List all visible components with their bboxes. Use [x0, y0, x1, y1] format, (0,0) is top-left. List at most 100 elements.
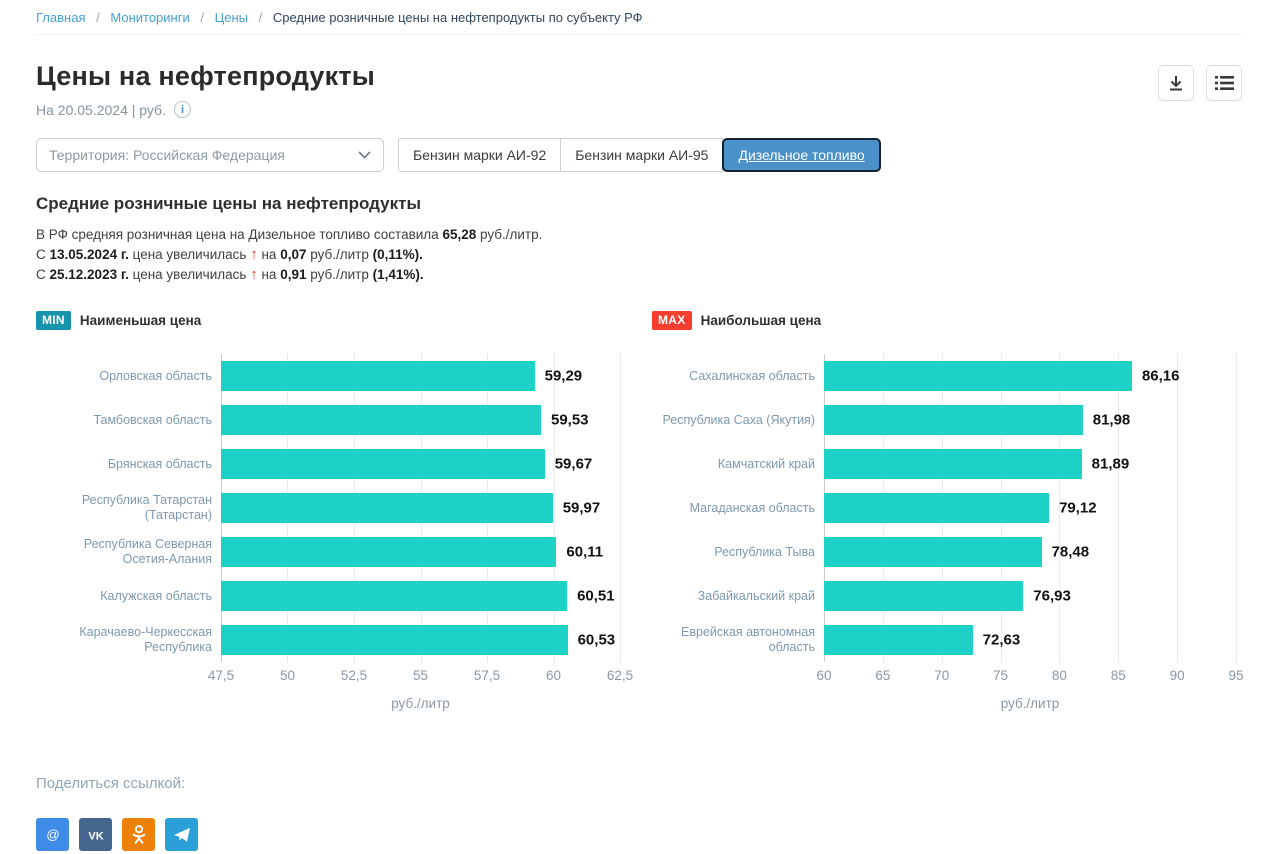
bar-row: Еврейская автономная область 72,63: [652, 618, 1242, 662]
gridline: [1236, 354, 1237, 662]
share-mailru-button[interactable]: @: [36, 818, 69, 851]
category-label: Еврейская автономная область: [681, 625, 815, 654]
bar[interactable]: [824, 581, 1024, 611]
axis-tick-label: 85: [1110, 668, 1126, 683]
axis-tick-label: 50: [279, 668, 295, 683]
bar[interactable]: [824, 625, 973, 655]
category-label: Республика Тыва: [714, 544, 815, 559]
min-chart-xlabel: руб./литр: [391, 696, 450, 711]
bar-value-label: 60,53: [577, 631, 616, 649]
telegram-icon: [173, 827, 190, 842]
max-badge: MAX: [652, 311, 692, 330]
category-label: Калужская область: [100, 588, 212, 603]
svg-text:@: @: [46, 827, 60, 842]
download-button[interactable]: [1158, 65, 1194, 101]
bar-value-label: 59,29: [544, 367, 583, 385]
tab-ai95[interactable]: Бензин марки АИ-95: [560, 138, 724, 172]
bar-area: 81,89: [824, 442, 1236, 486]
breadcrumb-link-prices[interactable]: Цены: [214, 10, 248, 25]
bar-value-label: 81,89: [1091, 455, 1130, 473]
share-telegram-button[interactable]: [165, 818, 198, 851]
bar-row: Калужская область 60,51: [36, 574, 626, 618]
bar[interactable]: [221, 493, 553, 523]
bar[interactable]: [221, 449, 545, 479]
bar-row: Сахалинская область 86,16: [652, 354, 1242, 398]
bar-area: 72,63: [824, 618, 1236, 662]
bar-value-label: 76,93: [1033, 587, 1071, 605]
min-chart-axis: 47,5 50 52,5 55 57,5 60 62,5: [208, 666, 633, 688]
axis-tick-label: 75: [993, 668, 1009, 683]
bar[interactable]: [824, 361, 1132, 391]
min-chart-title: Наименьшая цена: [79, 313, 202, 328]
bar[interactable]: [221, 581, 568, 611]
bar[interactable]: [824, 405, 1083, 435]
tab-ai92[interactable]: Бензин марки АИ-92: [398, 138, 562, 172]
info-icon[interactable]: i: [173, 101, 191, 118]
axis-tick-label: 95: [1228, 668, 1244, 683]
axis-tick-label: 90: [1169, 668, 1185, 683]
bar-area: 59,67: [221, 442, 620, 486]
up-arrow-icon: ↑: [250, 246, 258, 263]
breadcrumb-separator: /: [258, 10, 263, 25]
bar[interactable]: [221, 537, 557, 567]
bar-value-label: 59,53: [550, 411, 589, 429]
breadcrumb-link-monitorings[interactable]: Мониторинги: [110, 10, 190, 25]
bar[interactable]: [221, 361, 535, 391]
axis-tick-label: 62,5: [606, 668, 634, 683]
min-price-chart: MIN Наименьшая цена Орловская область 59,…: [36, 311, 633, 711]
bar-value-label: 72,63: [982, 631, 1021, 649]
share-odnoklassniki-button[interactable]: [122, 818, 155, 851]
bar[interactable]: [221, 625, 568, 655]
gridline: [553, 354, 555, 662]
axis-tick-label: 47,5: [207, 668, 235, 683]
axis-tick-label: 70: [934, 668, 950, 683]
territory-select[interactable]: Территория: Российская Федерация: [36, 138, 384, 172]
max-chart-plot: Сахалинская область 86,16 Республика Саха …: [652, 354, 1242, 662]
fuel-tabs: Бензин марки АИ-92 Бензин марки АИ-95 Ди…: [398, 138, 881, 172]
max-chart-axis: 60 65 70 75 80 85 90 95: [816, 666, 1243, 688]
max-chart-header: MAX Наибольшая цена: [652, 311, 1242, 330]
category-label: Брянская область: [107, 456, 212, 471]
min-chart-plot: Орловская область 59,29 Тамбовская область…: [36, 354, 626, 662]
axis-tick-label: 60: [545, 668, 562, 683]
bar-area: 79,12: [824, 486, 1236, 530]
max-chart-title: Наибольшая цена: [700, 313, 822, 328]
up-arrow-icon: ↑: [250, 266, 258, 283]
category-label: Карачаево-Черкесская Республика: [79, 625, 212, 654]
tab-diesel[interactable]: Дизельное топливо: [722, 138, 881, 172]
share-icons: @ VK: [36, 818, 1242, 851]
svg-text:VK: VK: [88, 830, 103, 842]
breadcrumb-link-home[interactable]: Главная: [36, 10, 86, 25]
breadcrumb-separator: /: [96, 10, 100, 25]
gridline: [1177, 354, 1179, 662]
bar[interactable]: [221, 405, 541, 435]
mailru-at-icon: @: [46, 827, 60, 842]
summary-text: В РФ средняя розничная цена на Дизельное…: [36, 225, 1242, 285]
bar-area: 76,93: [824, 574, 1236, 618]
bar-value-label: 78,48: [1051, 543, 1090, 561]
category-label: Забайкальский край: [697, 588, 815, 603]
max-price-chart: MAX Наибольшая цена Сахалинская область 8…: [652, 311, 1244, 711]
date-line: На 20.05.2024 | руб. i: [36, 101, 375, 118]
breadcrumb-current: Средние розничные цены на нефтепродукты …: [272, 10, 643, 25]
vk-icon: VK: [88, 830, 103, 842]
date-text: На 20.05.2024 | руб.: [36, 101, 166, 118]
breadcrumb-separator: /: [200, 10, 204, 25]
axis-tick-label: 52,5: [340, 668, 368, 683]
bar-row: Брянская область 59,67: [36, 442, 626, 486]
page-header: Цены на нефтепродукты На 20.05.2024 | ру…: [36, 61, 1242, 118]
bar[interactable]: [824, 537, 1042, 567]
bar-value-label: 81,98: [1092, 411, 1131, 429]
summary-line-year-change: С 25.12.2023 г. цена увеличилась ↑ на 0,…: [36, 266, 424, 283]
axis-tick-label: 57,5: [473, 668, 501, 683]
list-icon: [1214, 76, 1234, 90]
list-view-button[interactable]: [1206, 65, 1242, 101]
bar-value-label: 60,51: [577, 587, 615, 605]
bar-row: Орловская область 59,29: [36, 354, 626, 398]
bar[interactable]: [824, 449, 1082, 479]
breadcrumb: Главная / Мониторинги / Цены / Средние р…: [36, 0, 1242, 35]
bar[interactable]: [824, 493, 1050, 523]
share-vk-button[interactable]: VK: [79, 818, 112, 851]
category-label: Республика Татарстан (Татарстан): [81, 493, 212, 522]
category-label: Камчатский край: [717, 456, 815, 471]
